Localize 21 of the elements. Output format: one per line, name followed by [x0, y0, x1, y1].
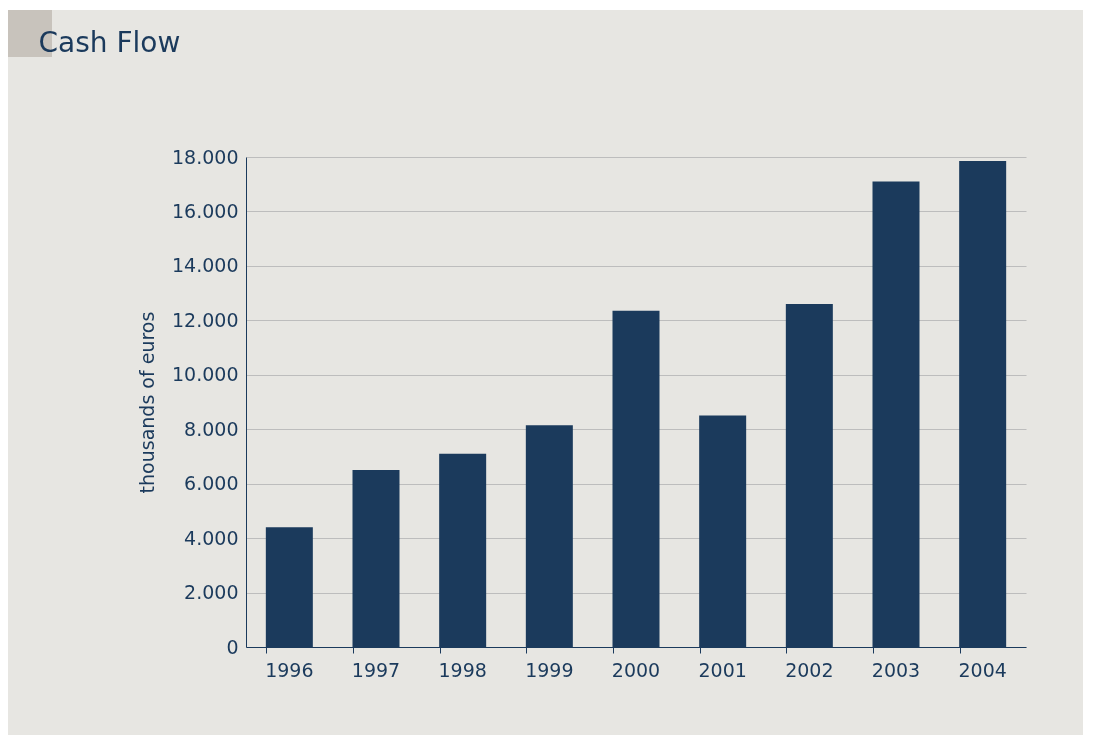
x-tick-label: 1998 [438, 658, 487, 681]
x-tick-label: 2004 [958, 658, 1007, 681]
y-tick-label: 0 [226, 635, 239, 658]
x-tick-label: 2000 [611, 658, 661, 681]
y-tick-label: 10.000 [172, 363, 239, 386]
y-tick-label: 16.000 [172, 199, 239, 222]
y-tick-label: 14.000 [172, 254, 239, 277]
y-tick-label: 12.000 [172, 308, 239, 331]
x-tick-label: 1999 [525, 658, 574, 681]
y-tick-label: 18.000 [172, 145, 239, 168]
x-tick-label: 2003 [871, 658, 921, 681]
x-tick-label: 1997 [351, 658, 401, 681]
y-tick-label: 2.000 [184, 581, 239, 604]
y-tick-label: 8.000 [184, 417, 239, 440]
x-tick-label: 2002 [785, 658, 834, 681]
y-axis-title: thousands of euros [136, 311, 159, 494]
x-tick-label: 1996 [265, 658, 314, 681]
x-tick-label: 2001 [698, 658, 747, 681]
chart-title: Cash Flow [38, 26, 181, 59]
y-tick-label: 6.000 [184, 472, 239, 495]
y-tick-label: 4.000 [184, 526, 239, 549]
